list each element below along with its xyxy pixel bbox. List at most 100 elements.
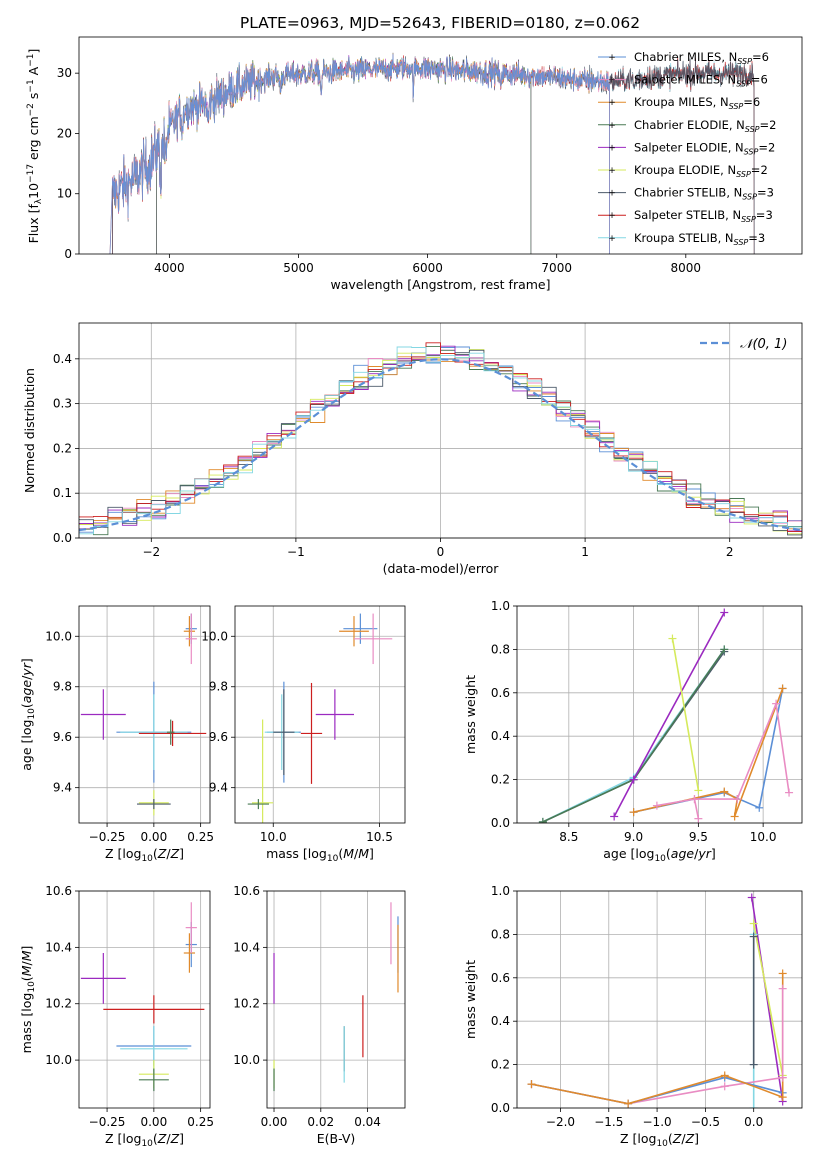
panel-spectrum: 4000 5000 6000 7000 8000 0 10 20 30 wavelength [A…	[26, 36, 803, 292]
weight-marker	[720, 787, 729, 796]
plot-area-residuals	[79, 342, 802, 536]
x-axis-label: mass [log10(M/M]	[266, 846, 374, 864]
y-tick-label: 10.0	[233, 1053, 260, 1067]
x-tick-label: 0	[437, 545, 445, 559]
weight-marker	[772, 699, 781, 708]
x-axis-label: Z [log10(Z/Z]	[620, 1131, 699, 1149]
x-tick-label: 0.02	[307, 1115, 334, 1129]
y-axis-label: age [log10(age/yr]	[19, 658, 37, 771]
y-tick-label: 0.3	[53, 397, 72, 411]
legend-entry: Salpeter STELIB, NSSP=3	[634, 208, 773, 224]
legend-marker: +	[608, 121, 616, 131]
weight-marker	[668, 634, 677, 643]
weight-line-kroupa-miles	[633, 688, 784, 817]
point-kroupa-stelib	[120, 694, 188, 771]
x-tick-label: 0.0	[744, 1115, 763, 1129]
x-tick-label: −1	[287, 545, 305, 559]
y-tick-label: 0.4	[491, 1014, 510, 1028]
y-tick-label: 1.0	[491, 884, 510, 898]
weight-marker	[778, 1073, 787, 1082]
spectrum-legend: + Chabrier MILES, NSSP=6 + Salpeter MILES, …	[598, 50, 776, 247]
weight-marker	[610, 812, 619, 821]
spectrum-model-kroupa-miles	[109, 53, 610, 254]
weight-marker	[720, 608, 729, 617]
spectrum-model-kroupa-elodie	[156, 55, 532, 254]
y-tick-label: 0.4	[491, 729, 510, 743]
point-salpeter-stelib	[103, 995, 205, 1024]
chart-title: PLATE=0963, MJD=52643, FIBERID=0180, z=0…	[240, 14, 640, 32]
y-tick-label: 0.8	[491, 927, 510, 941]
axes-frame	[78, 890, 211, 1109]
y-tick-label: 10.4	[45, 940, 72, 954]
x-tick-label: 2	[726, 545, 734, 559]
y-tick-label: 0.6	[491, 686, 510, 700]
weight-marker	[749, 1060, 758, 1069]
legend-entry: Kroupa ELODIE, NSSP=2	[634, 163, 768, 179]
weight-marker	[694, 814, 703, 823]
x-axis-label: age [log10(age/yr]	[603, 846, 716, 864]
panel-weight-Z: −2.0 −1.5 −1.0 −0.5 0.0 0.0 0.2 0.4 0.6 0.8 1.0 Z […	[463, 884, 803, 1149]
weight-marker	[720, 1071, 729, 1080]
y-tick-label: 0.8	[491, 642, 510, 656]
y-tick-label: 9.6	[209, 730, 228, 744]
panel-weight-age: 8.5 9.0 9.5 10.0 0.0 0.2 0.4 0.6 0.8 1.0 age [log1…	[463, 599, 803, 864]
plot-area-spectrum	[109, 52, 755, 254]
point-chabrier-elodie	[247, 799, 269, 810]
weight-marker	[749, 1104, 758, 1108]
point-chabrier-stelib	[137, 799, 171, 810]
weight-line-kroupa-elodie	[671, 638, 700, 791]
legend-marker: +	[608, 211, 616, 221]
panel-mass-Z: −0.25 0.00 0.25 10.0 10.2 10.4 10.6 Z [log10(Z/…	[19, 884, 214, 1149]
x-tick-label: 0.25	[187, 830, 214, 844]
point-kroupa-elodie	[252, 719, 274, 823]
plot-area-mass-ebv	[273, 902, 399, 1092]
weight-marker	[652, 801, 661, 810]
weight-marker	[778, 1093, 787, 1102]
weight-marker	[733, 795, 742, 804]
legend-entry: Chabrier ELODIE, NSSP=2	[634, 118, 776, 134]
y-tick-label: 0.4	[53, 352, 72, 366]
legend-marker: +	[608, 98, 616, 108]
spectrum-model-salpeter-elodie	[156, 55, 532, 254]
x-axis-label: (data-model)/error	[383, 561, 500, 576]
x-tick-label: −0.5	[691, 1115, 720, 1129]
weight-marker	[690, 795, 699, 804]
y-axis-label: mass weight	[463, 960, 478, 1039]
y-tick-label: 10.0	[45, 1053, 72, 1067]
panel-mass-ebv: 0.00 0.02 0.04 10.0 10.2 10.4 10.6 E(B-V)	[233, 884, 406, 1146]
plot-area-mass-Z	[80, 902, 205, 1092]
x-tick-label: 4000	[154, 261, 185, 275]
point-salpeter-elodie	[315, 689, 354, 740]
weight-line-kroupa-elodie	[752, 923, 784, 1076]
axes-frame	[78, 322, 803, 539]
legend-marker: +	[608, 53, 616, 63]
x-axis-label: Z [log10(Z/Z]	[105, 1131, 184, 1149]
x-axis-label: E(B-V)	[317, 1131, 356, 1146]
point-kroupa-miles	[183, 933, 196, 973]
x-tick-label: 10.5	[366, 830, 393, 844]
point-salpeter-miles	[185, 902, 197, 953]
weight-marker	[720, 645, 729, 654]
plot-area-weight-Z	[527, 893, 787, 1108]
point-chabrier-elodie	[166, 719, 175, 745]
y-tick-label: 0.2	[491, 773, 510, 787]
spectrum-model-chabrier-elodie	[156, 55, 532, 254]
point-salpeter-miles	[354, 613, 393, 665]
legend-entry: Kroupa MILES, NSSP=6	[634, 95, 760, 111]
weight-marker	[720, 1082, 729, 1091]
axes-frame	[266, 890, 406, 1109]
point-kroupa-miles	[339, 616, 369, 647]
y-tick-label: 9.6	[53, 730, 72, 744]
y-axis-label: mass weight	[463, 675, 478, 754]
x-tick-label: 5000	[283, 261, 314, 275]
y-tick-label: 10.0	[45, 629, 72, 643]
x-tick-label: −0.25	[89, 830, 126, 844]
y-tick-label: 0.2	[491, 1058, 510, 1072]
x-axis-label: Z [log10(Z/Z]	[105, 846, 184, 864]
point-salpeter-stelib	[138, 720, 207, 747]
point-salpeter-miles	[185, 613, 197, 665]
plot-area-weight-age	[538, 608, 794, 823]
weight-marker	[749, 919, 758, 928]
legend-marker: +	[608, 143, 616, 153]
